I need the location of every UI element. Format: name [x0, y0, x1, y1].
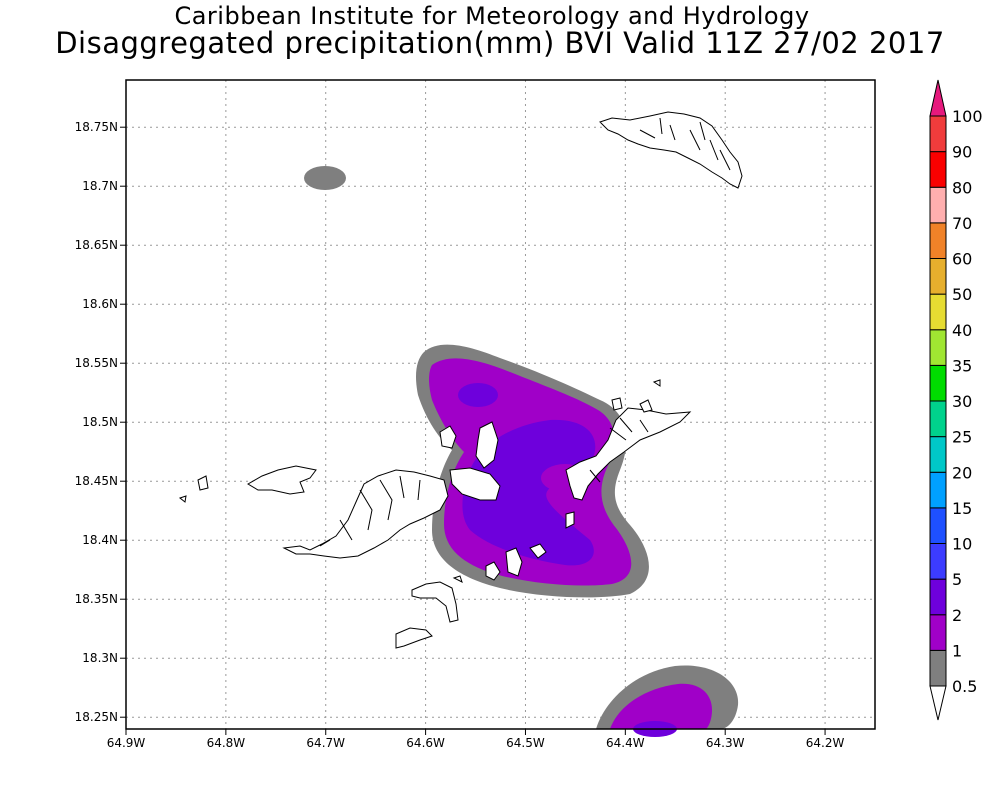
y-tick-label: 18.25N	[75, 710, 118, 724]
y-tick-label: 18.6N	[82, 297, 118, 311]
map-border	[125, 79, 876, 730]
legend-swatch	[929, 151, 947, 188]
x-tick-label: 64.6W	[406, 736, 445, 750]
legend-label: 20	[952, 463, 972, 482]
legend-label: 35	[952, 356, 972, 375]
legend-label: 40	[952, 321, 972, 340]
y-tick-label: 18.65N	[75, 238, 118, 252]
legend-swatch	[929, 329, 947, 366]
y-tick-label: 18.45N	[75, 474, 118, 488]
product-title: Disaggregated precipitation(mm) BVI Vali…	[55, 26, 945, 60]
x-tick-label: 64.3W	[706, 736, 745, 750]
island-ne-islet-2	[652, 379, 661, 387]
legend-swatch	[929, 543, 947, 580]
x-tick-label: 64.7W	[306, 736, 345, 750]
legend-swatch	[929, 364, 947, 402]
y-tick-label: 18.75N	[75, 120, 118, 134]
precip-shading	[304, 166, 739, 737]
legend-label: 70	[952, 214, 972, 233]
legend-swatch	[929, 115, 947, 153]
legend-swatch	[929, 436, 947, 473]
legend-swatch	[929, 186, 947, 224]
island-tortola	[282, 469, 449, 559]
institute-title: Caribbean Institute for Meteorology and …	[174, 2, 810, 30]
x-tick-label: 64.9W	[107, 736, 146, 750]
legend-label: 15	[952, 499, 972, 518]
x-axis: 64.9W 64.8W 64.7W 64.6W 64.5W 64.4W 64.3W 64.2W	[107, 729, 845, 750]
island-ne-islet-3	[611, 397, 623, 411]
y-tick-label: 18.5N	[82, 415, 118, 429]
legend-label: 100	[952, 107, 983, 126]
legend-swatch	[929, 507, 947, 544]
precip-area-5mm-core	[462, 419, 596, 566]
x-tick-label: 64.8W	[207, 736, 246, 750]
legend-swatch	[929, 614, 947, 651]
island-south-7	[452, 575, 463, 583]
x-tick-label: 64.4W	[606, 736, 645, 750]
legend-swatch	[929, 578, 947, 616]
y-tick-label: 18.3N	[82, 651, 118, 665]
y-tick-label: 18.7N	[82, 179, 118, 193]
y-tick-label: 18.4N	[82, 533, 118, 547]
legend-swatch	[929, 400, 947, 438]
legend-label: 60	[952, 250, 972, 269]
legend-label: 2	[952, 606, 962, 625]
precip-area-2mm-se	[610, 683, 712, 729]
island-ne-islet-1	[639, 399, 653, 413]
legend-swatch	[929, 222, 947, 259]
legend-label: 10	[952, 535, 972, 554]
y-tick-label: 18.35N	[75, 592, 118, 606]
legend-label: 30	[952, 392, 972, 411]
x-tick-label: 64.5W	[506, 736, 545, 750]
legend-label: 0.5	[952, 677, 977, 696]
legend-label: 90	[952, 143, 972, 162]
legend-label: 1	[952, 641, 962, 660]
legend-over-arrow	[929, 79, 947, 117]
precip-area-5mm-north	[458, 383, 498, 407]
x-tick-label: 64.2W	[806, 736, 845, 750]
island-virgin-gorda-detail	[589, 417, 649, 483]
island-south-6	[395, 627, 433, 649]
island-south-2	[505, 547, 523, 577]
island-jost-van-dyke	[247, 465, 317, 495]
legend-swatch	[929, 258, 947, 295]
island-south-3	[529, 543, 547, 559]
legend-label: 5	[952, 570, 962, 589]
y-axis: 18.75N 18.7N 18.65N 18.6N 18.55N 18.5N 18.45N 1…	[75, 120, 126, 724]
island-anegada-detail	[639, 117, 731, 171]
island-outlines	[178, 111, 743, 649]
island-central-2	[475, 421, 499, 469]
legend-label: 50	[952, 285, 972, 304]
island-small-west-1	[197, 475, 209, 491]
island-anegada	[599, 111, 743, 189]
island-south-4	[565, 511, 575, 529]
island-tortola-detail	[319, 475, 421, 547]
island-central-1	[439, 425, 457, 449]
legend-swatch	[929, 649, 947, 687]
legend-label: 80	[952, 178, 972, 197]
island-small-west-2	[178, 495, 187, 503]
y-tick-label: 18.55N	[75, 356, 118, 370]
precip-area-1mm-nw	[304, 166, 346, 190]
island-south-1	[485, 561, 501, 581]
island-south-5	[411, 581, 459, 623]
legend-label: 25	[952, 428, 972, 447]
legend-under-arrow	[929, 685, 947, 721]
island-central-3	[449, 467, 501, 501]
legend-swatch	[929, 293, 947, 331]
legend-swatch	[929, 471, 947, 509]
island-virgin-gorda	[565, 407, 692, 501]
